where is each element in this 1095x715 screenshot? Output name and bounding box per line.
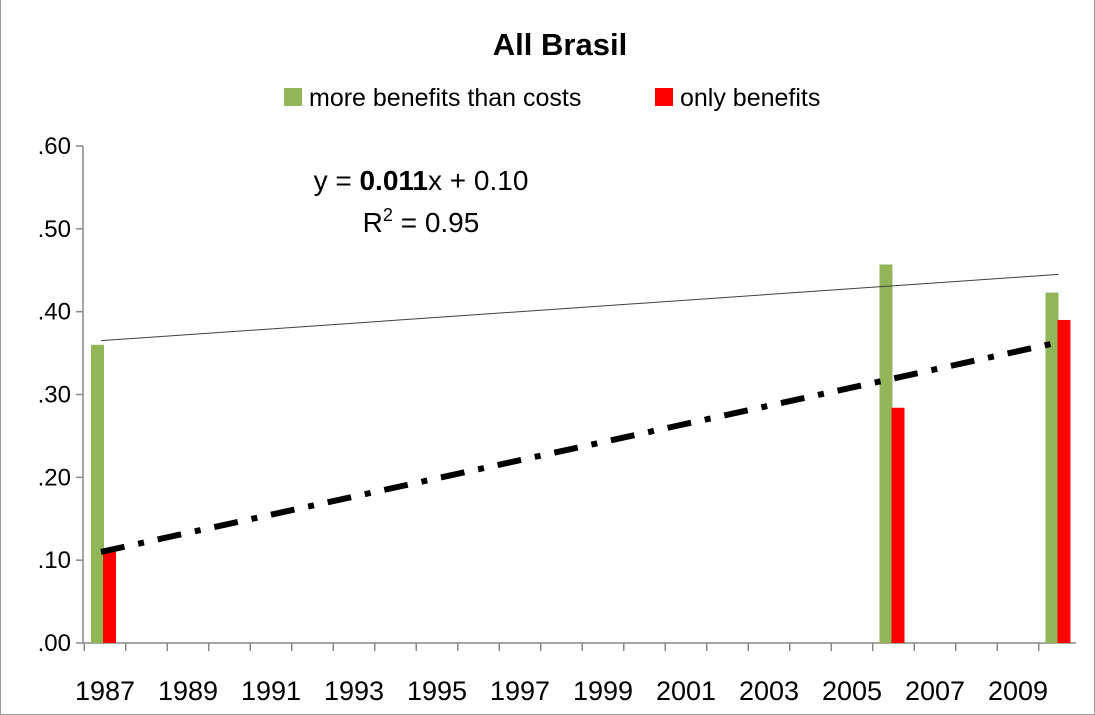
bar-more-benefits-1987 — [91, 344, 104, 643]
x-tick-label: 1993 — [324, 676, 384, 706]
trendline-only-benefits — [100, 339, 1060, 555]
y-tick-label: .20 — [38, 464, 71, 491]
r2-label: R — [363, 207, 383, 238]
chart-title: All Brasil — [493, 27, 627, 62]
legend-label-more-benefits: more benefits than costs — [309, 84, 581, 112]
y-tick-label: .00 — [38, 630, 71, 657]
legend: more benefits than costs only benefits — [284, 84, 820, 112]
x-tick-label: 2009 — [988, 676, 1048, 706]
axes — [82, 146, 1076, 644]
trendlines — [100, 273, 1060, 555]
x-ticks: 1987 1989 1991 1993 1995 1997 1999 2001 2003 2005… — [75, 643, 1048, 706]
y-tick-label: .40 — [38, 299, 71, 326]
regression-equation: y = 0.011x + 0.10 — [314, 165, 529, 196]
equation-suffix: x + 0.10 — [428, 165, 528, 196]
x-tick-label: 1991 — [241, 676, 301, 706]
equation-prefix: y = — [314, 165, 360, 196]
bar-only-benefits-2010 — [1057, 319, 1071, 643]
r2-suffix: = 0.95 — [393, 207, 479, 238]
x-tick-label: 2007 — [905, 676, 965, 706]
y-tick-label: .50 — [38, 216, 71, 243]
x-tick-label: 1997 — [490, 676, 550, 706]
legend-label-only-benefits: only benefits — [680, 84, 820, 112]
equation-coefficient: 0.011 — [359, 165, 428, 196]
x-tick-label: 2003 — [739, 676, 799, 706]
x-tick-label: 1987 — [75, 676, 135, 706]
bar-more-benefits-2010 — [1045, 292, 1059, 643]
legend-swatch-more-benefits — [284, 88, 302, 106]
y-tick-label: .10 — [38, 547, 71, 574]
legend-swatch-only-benefits — [655, 88, 673, 106]
y-ticks: .00 .10 .20 .30 .40 .50 .60 — [38, 133, 83, 657]
bars — [91, 264, 1071, 643]
bar-only-benefits-2006 — [891, 407, 905, 643]
r-squared: R2 = 0.95 — [363, 205, 480, 238]
r2-superscript: 2 — [383, 205, 393, 225]
x-tick-label: 1995 — [407, 676, 467, 706]
x-tick-label: 1989 — [158, 676, 218, 706]
x-tick-label: 2005 — [822, 676, 882, 706]
x-tick-label: 1999 — [573, 676, 633, 706]
y-tick-label: .30 — [38, 382, 71, 409]
bar-only-benefits-1987 — [103, 551, 116, 643]
trendline-more-benefits — [100, 273, 1059, 342]
bar-more-benefits-2006 — [879, 264, 893, 643]
regression-annotation: y = 0.011x + 0.10 R2 = 0.95 — [314, 165, 529, 238]
x-tick-label: 2001 — [656, 676, 716, 706]
y-tick-label: .60 — [38, 133, 71, 160]
